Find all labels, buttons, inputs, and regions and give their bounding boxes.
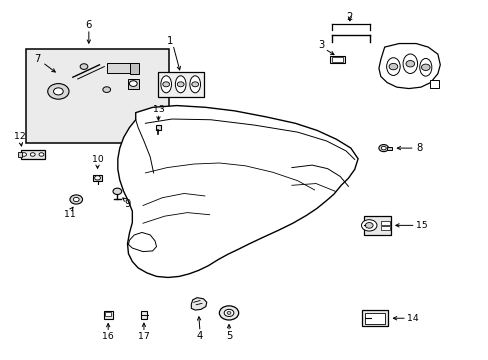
Ellipse shape — [189, 76, 200, 93]
Text: 6: 6 — [85, 20, 92, 30]
Text: 2: 2 — [346, 12, 352, 22]
Bar — [361, 310, 387, 326]
Bar — [381, 226, 389, 230]
Circle shape — [361, 220, 376, 231]
Bar — [364, 312, 385, 324]
Bar — [429, 80, 438, 88]
Bar — [18, 152, 21, 157]
Circle shape — [378, 145, 388, 152]
Bar — [331, 57, 342, 62]
Text: 11: 11 — [63, 210, 75, 219]
Bar — [130, 63, 139, 74]
Circle shape — [405, 60, 414, 67]
Text: 7: 7 — [34, 54, 41, 64]
Text: 4: 4 — [197, 331, 203, 341]
Polygon shape — [378, 44, 439, 89]
Circle shape — [21, 153, 26, 156]
Circle shape — [53, 88, 63, 95]
Text: 5: 5 — [225, 331, 232, 341]
Circle shape — [163, 82, 169, 87]
Text: 14: 14 — [406, 314, 418, 323]
Bar — [381, 221, 389, 225]
Circle shape — [70, 195, 82, 204]
Bar — [20, 150, 45, 159]
Ellipse shape — [419, 58, 431, 76]
Circle shape — [226, 311, 230, 314]
Text: 17: 17 — [138, 332, 149, 341]
Text: 12: 12 — [14, 132, 25, 141]
Polygon shape — [191, 298, 206, 310]
Bar — [386, 147, 392, 149]
Text: 15: 15 — [415, 221, 427, 230]
Circle shape — [80, 64, 88, 69]
Circle shape — [102, 87, 110, 93]
Ellipse shape — [161, 76, 171, 93]
Circle shape — [73, 197, 79, 202]
Ellipse shape — [175, 76, 185, 93]
Ellipse shape — [402, 54, 417, 73]
Bar — [106, 63, 136, 73]
Circle shape — [219, 306, 238, 320]
Bar — [364, 216, 390, 235]
Text: 13: 13 — [152, 105, 164, 114]
Text: 3: 3 — [318, 40, 325, 50]
Circle shape — [129, 81, 137, 86]
Circle shape — [224, 309, 233, 316]
Bar — [156, 125, 161, 130]
Text: 8: 8 — [415, 143, 422, 153]
Circle shape — [421, 64, 429, 71]
Circle shape — [95, 176, 100, 180]
Circle shape — [365, 222, 372, 228]
Circle shape — [191, 82, 198, 87]
Bar — [26, 49, 168, 143]
Bar — [93, 175, 102, 181]
Bar — [329, 55, 344, 63]
Circle shape — [388, 63, 397, 70]
Circle shape — [177, 82, 183, 87]
Polygon shape — [118, 105, 357, 278]
Bar — [103, 311, 112, 319]
Circle shape — [39, 153, 44, 156]
Text: 9: 9 — [124, 199, 130, 209]
Circle shape — [48, 84, 69, 99]
Circle shape — [113, 188, 122, 194]
Bar — [105, 312, 111, 316]
Circle shape — [381, 146, 386, 150]
Bar — [158, 72, 203, 97]
Bar — [140, 311, 147, 319]
Bar — [128, 78, 138, 89]
Circle shape — [30, 153, 35, 156]
Text: 10: 10 — [91, 155, 103, 164]
Text: 1: 1 — [166, 36, 172, 46]
Ellipse shape — [386, 58, 399, 76]
Text: 16: 16 — [102, 332, 114, 341]
